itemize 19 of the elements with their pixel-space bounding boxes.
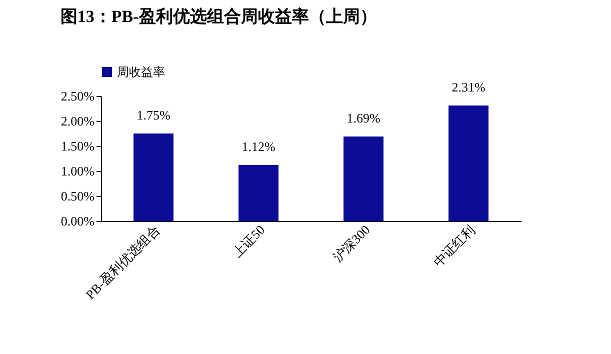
legend-label: 周收益率 <box>117 65 165 79</box>
y-tick-label: 2.00% <box>60 114 95 128</box>
data-label: 1.69% <box>346 110 380 126</box>
y-tick-label: 1.00% <box>60 164 95 178</box>
y-tick-label: 0.50% <box>60 188 95 204</box>
bar <box>448 106 488 221</box>
y-tick-label: 0.00% <box>60 214 95 228</box>
data-label: 1.75% <box>136 108 170 122</box>
bar <box>238 165 278 221</box>
x-tick-label: 上证50 <box>230 222 268 260</box>
bar <box>134 134 174 221</box>
x-tick-label: 中证红利 <box>430 222 478 270</box>
x-tick-label: 沪深300 <box>330 222 373 265</box>
y-tick-label: 2.50% <box>60 88 95 104</box>
data-label: 1.12% <box>242 139 276 154</box>
y-tick-label: 1.50% <box>60 138 95 154</box>
data-label: 2.31% <box>452 80 486 94</box>
chart-title: 图13：PB-盈利优选组合周收益率（上周） <box>60 7 377 26</box>
bar <box>344 136 384 221</box>
